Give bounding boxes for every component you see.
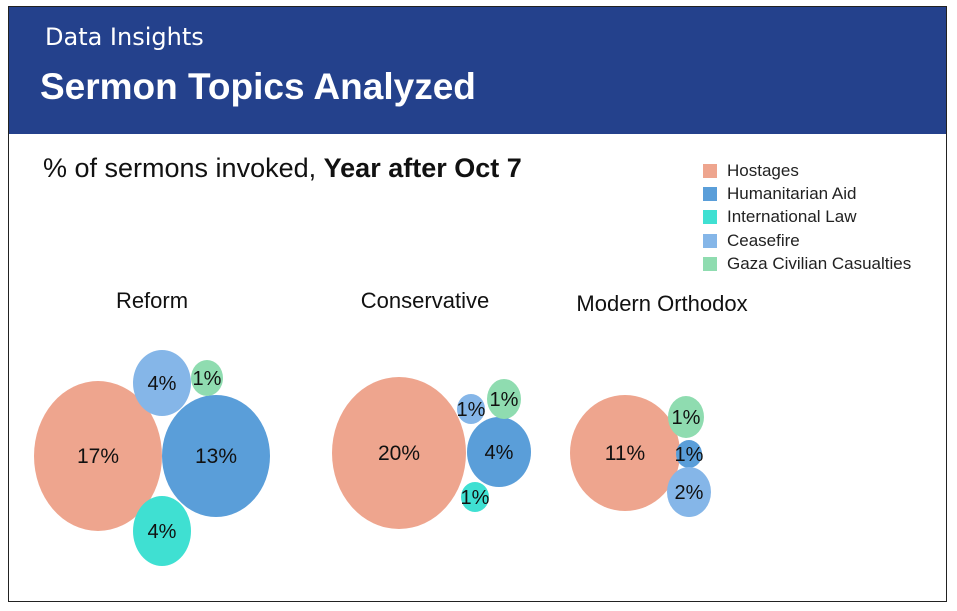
bubble-humanitarian-aid <box>467 417 531 487</box>
bubble-ceasefire <box>457 394 485 424</box>
bubble-ceasefire <box>667 467 711 517</box>
group-title: Reform <box>116 288 188 313</box>
bubble-label: 4% <box>485 442 514 464</box>
bubble-hostages <box>332 377 466 529</box>
group-title: Conservative <box>361 288 489 313</box>
bubble-international-law <box>461 482 489 512</box>
legend-swatch <box>703 210 717 225</box>
legend-swatch <box>703 233 717 248</box>
legend-swatch <box>703 186 717 201</box>
header-kicker: Data Insights <box>45 23 204 51</box>
bubble-gaza-civilian-casualties <box>487 379 521 419</box>
header-banner: Data Insights Sermon Topics Analyzed <box>9 7 946 134</box>
legend-label: Ceasefire <box>727 230 800 250</box>
bubble-label: 1% <box>461 487 490 509</box>
legend-item: Humanitarian Aid <box>703 182 911 205</box>
bubble-label: 1% <box>457 399 486 421</box>
bubble-label: 1% <box>193 368 222 390</box>
bubble-label: 13% <box>195 445 237 468</box>
bubble-gaza-civilian-casualties <box>668 396 704 438</box>
legend-label: Humanitarian Aid <box>727 183 857 203</box>
bubble-hostages <box>34 381 162 531</box>
bubble-label: 4% <box>148 373 177 395</box>
bubble-humanitarian-aid <box>162 395 270 517</box>
bubble-label: 1% <box>490 389 519 411</box>
legend-item: International Law <box>703 206 911 229</box>
bubble-hostages <box>570 395 680 511</box>
bubble-label: 11% <box>605 442 645 465</box>
bubble-ceasefire <box>133 350 191 416</box>
bubble-label: 17% <box>77 445 119 468</box>
legend-item: Ceasefire <box>703 229 911 252</box>
subtitle-emphasis: Year after Oct 7 <box>323 153 522 183</box>
bubble-label: 2% <box>675 482 704 504</box>
bubble-label: 1% <box>675 444 704 466</box>
legend-label: Hostages <box>727 160 799 180</box>
subtitle-prefix: % of sermons invoked, <box>43 153 324 183</box>
legend-label: Gaza Civilian Casualties <box>727 253 912 273</box>
legend-swatch <box>703 256 717 271</box>
chart-legend: Hostages Humanitarian Aid International La… <box>703 159 911 275</box>
bubble-label: 4% <box>148 521 177 543</box>
legend-label: International Law <box>727 207 857 227</box>
group-title: Modern Orthodox <box>576 291 747 316</box>
chart-subtitle: % of sermons invoked, Year after Oct 7 <box>43 153 522 184</box>
bubble-humanitarian-aid <box>676 440 702 468</box>
bubble-international-law <box>133 496 191 566</box>
legend-item: Hostages <box>703 159 911 182</box>
legend-swatch <box>703 163 717 178</box>
bubble-gaza-civilian-casualties <box>191 360 223 396</box>
bubble-label: 1% <box>672 407 701 429</box>
header-title: Sermon Topics Analyzed <box>40 66 476 107</box>
bubble-label: 20% <box>378 442 420 465</box>
legend-item: Gaza Civilian Casualties <box>703 252 911 275</box>
